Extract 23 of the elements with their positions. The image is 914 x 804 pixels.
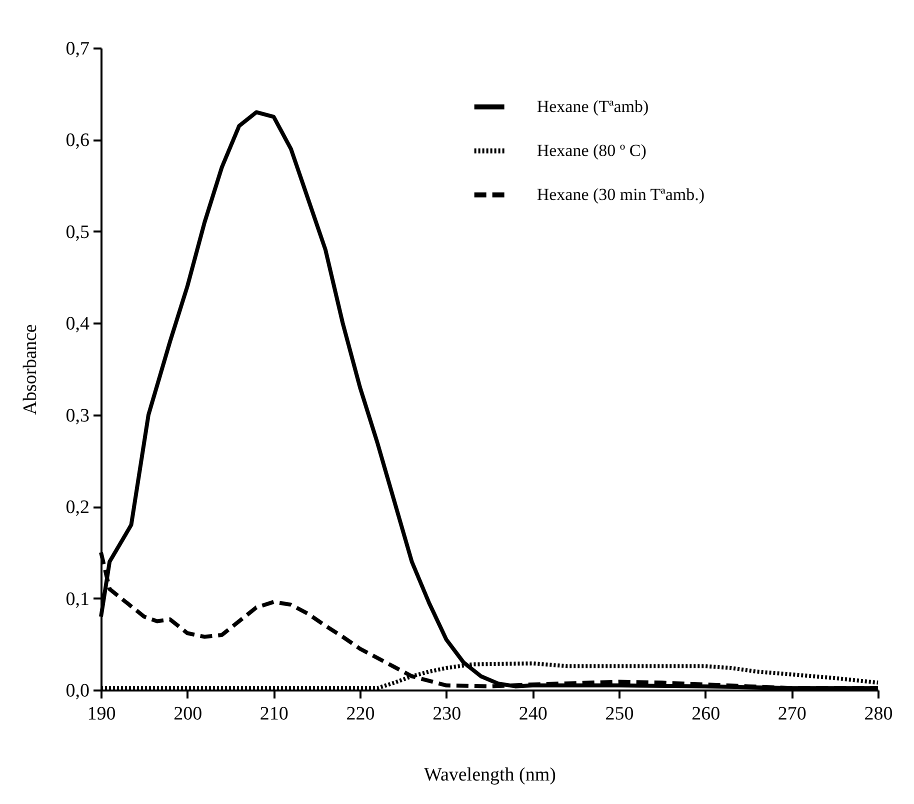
legend-label: Hexane (30 min Tªamb.) (536, 184, 705, 204)
x-tick-label: 250 (605, 704, 634, 724)
y-tick-label: 0,6 (66, 130, 90, 152)
y-tick-label: 0,7 (66, 38, 90, 60)
x-tick-label: 220 (346, 704, 375, 724)
y-tick-label: 0,4 (66, 314, 90, 335)
y-tick-label: 0,5 (66, 222, 90, 243)
y-tick-label: 0,3 (66, 405, 90, 426)
x-tick-label: 210 (260, 704, 288, 724)
x-tick-label: 200 (174, 704, 202, 724)
y-tick-label: 0,1 (66, 588, 90, 610)
x-tick-label: 190 (87, 704, 116, 724)
y-tick-label: 0,0 (66, 680, 90, 702)
y-axis-title: Absorbance (20, 324, 41, 415)
x-tick-label: 240 (518, 704, 548, 724)
x-tick-label: 280 (864, 704, 893, 724)
x-tick-label: 270 (778, 704, 806, 724)
legend-label: Hexane (80 º C) (536, 140, 646, 160)
x-tick-label: 230 (432, 704, 462, 724)
y-tick-label: 0,2 (66, 497, 90, 518)
legend-label: Hexane (Tªamb) (536, 96, 649, 116)
x-tick-label: 260 (692, 704, 720, 724)
x-axis-title: Wavelength (nm) (424, 764, 556, 786)
